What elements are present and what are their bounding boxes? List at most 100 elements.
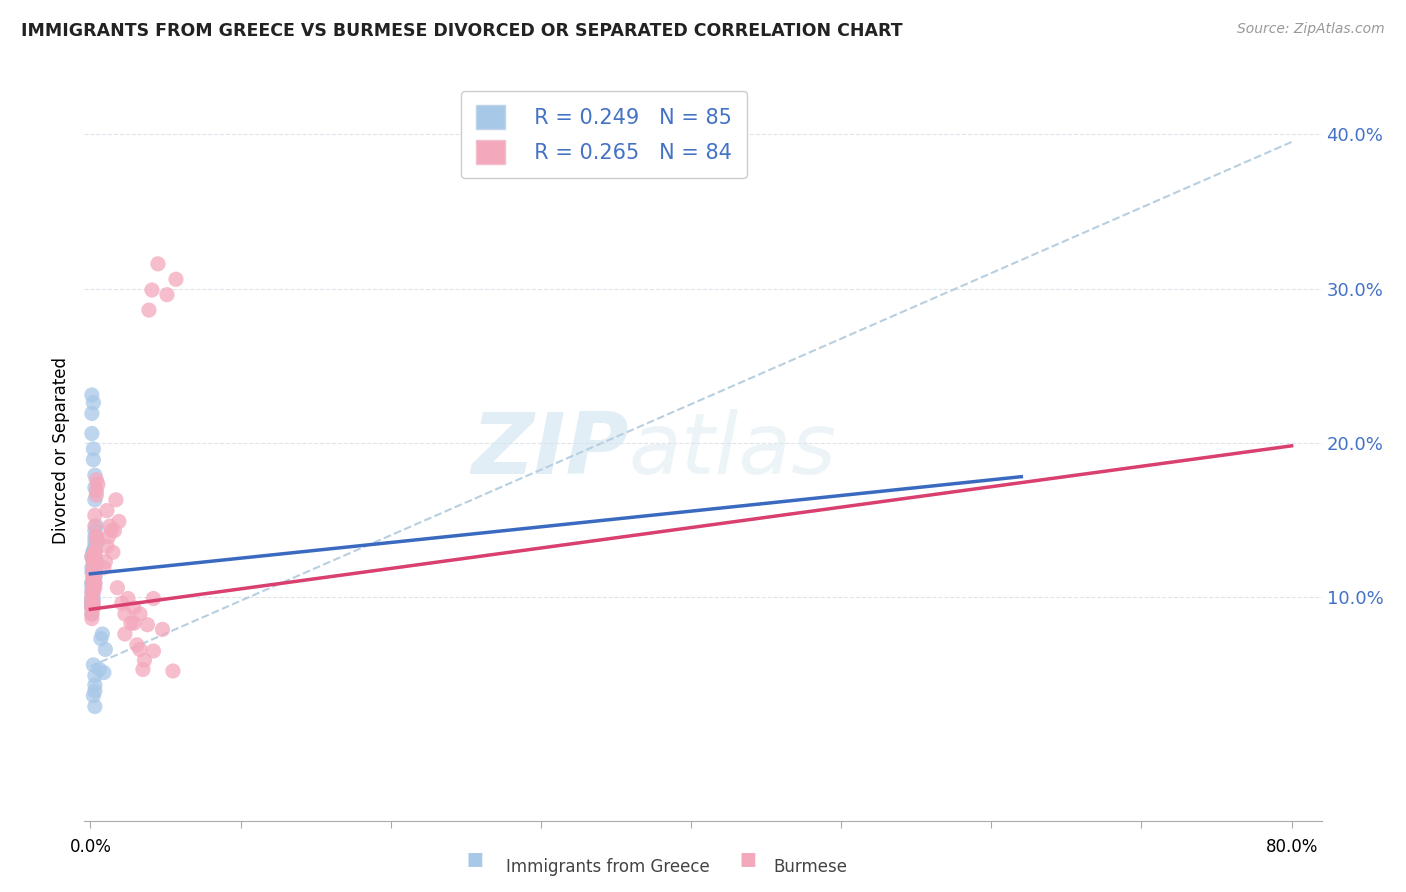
Point	[82, 452, 104, 467]
Point	[82, 576, 104, 591]
Text: Burmese: Burmese	[773, 858, 848, 876]
Point	[83, 519, 105, 533]
Point	[86, 530, 108, 544]
Point	[82, 554, 104, 569]
Point	[82, 566, 104, 580]
Point	[82, 545, 104, 559]
Point	[82, 591, 104, 606]
Point	[80, 596, 103, 610]
Point	[117, 591, 139, 606]
Point	[82, 573, 104, 587]
Point	[83, 554, 105, 569]
Point	[96, 539, 118, 553]
Point	[82, 576, 104, 591]
Point	[86, 554, 108, 569]
Point	[82, 570, 104, 584]
Point	[83, 566, 105, 580]
Point	[82, 566, 104, 580]
Point	[94, 554, 117, 569]
Point	[83, 492, 105, 507]
Point	[86, 519, 108, 533]
Point	[82, 566, 104, 580]
Point	[83, 534, 105, 549]
Point	[142, 644, 165, 658]
Point	[82, 543, 104, 558]
Point	[80, 585, 103, 599]
Point	[94, 642, 117, 657]
Point	[83, 566, 105, 580]
Point	[104, 492, 127, 507]
Point	[82, 545, 104, 559]
Point	[80, 600, 103, 615]
Point	[83, 480, 105, 494]
Point	[86, 488, 108, 502]
Point	[82, 442, 104, 456]
Point	[80, 596, 103, 610]
Point	[108, 515, 131, 529]
Point	[80, 600, 103, 615]
Point	[156, 287, 179, 301]
Point	[103, 524, 125, 538]
Point	[83, 581, 105, 595]
Point	[82, 570, 104, 584]
Point	[120, 616, 142, 631]
Point	[80, 591, 103, 606]
Point	[80, 576, 103, 591]
Point	[105, 581, 128, 595]
Point	[80, 596, 103, 610]
Point	[83, 549, 105, 564]
Point	[162, 664, 184, 678]
Point	[82, 560, 104, 574]
Point	[83, 558, 105, 572]
Point	[80, 549, 103, 564]
Point	[83, 566, 105, 580]
Point	[83, 539, 105, 553]
Point	[80, 591, 103, 606]
Point	[83, 560, 105, 574]
Point	[89, 663, 111, 677]
Point	[80, 426, 103, 441]
Point	[82, 596, 104, 610]
Point	[83, 545, 105, 559]
Text: 0.0%: 0.0%	[69, 838, 111, 855]
Point	[86, 534, 108, 549]
Point	[82, 566, 104, 580]
Point	[83, 684, 105, 698]
Point	[125, 638, 148, 652]
Point	[83, 668, 105, 682]
Point	[82, 576, 104, 591]
Point	[122, 616, 145, 631]
Point	[83, 560, 105, 574]
Point	[82, 573, 104, 587]
Point	[83, 508, 105, 523]
Point	[93, 665, 115, 680]
Point	[83, 530, 105, 544]
Point	[83, 560, 105, 574]
Point	[87, 534, 110, 549]
Point	[114, 627, 136, 641]
Point	[114, 607, 136, 621]
Point	[83, 543, 105, 558]
Point	[82, 566, 104, 580]
Point	[83, 566, 105, 580]
Point	[83, 560, 105, 574]
Point	[83, 554, 105, 569]
Point	[80, 581, 103, 595]
Point	[111, 596, 134, 610]
Point	[82, 581, 104, 595]
Point	[80, 591, 103, 606]
Point	[82, 560, 104, 574]
Point	[83, 545, 105, 559]
Point	[138, 303, 160, 318]
Point	[80, 607, 103, 621]
Point	[83, 560, 105, 574]
Legend:   R = 0.249   N = 85,   R = 0.265   N = 84: R = 0.249 N = 85, R = 0.265 N = 84	[461, 91, 747, 178]
Point	[83, 524, 105, 538]
Point	[82, 570, 104, 584]
Text: Immigrants from Greece: Immigrants from Greece	[506, 858, 710, 876]
Point	[83, 545, 105, 559]
Point	[83, 549, 105, 564]
Point	[80, 388, 103, 402]
Point	[129, 607, 152, 621]
Text: 80.0%: 80.0%	[1265, 838, 1317, 855]
